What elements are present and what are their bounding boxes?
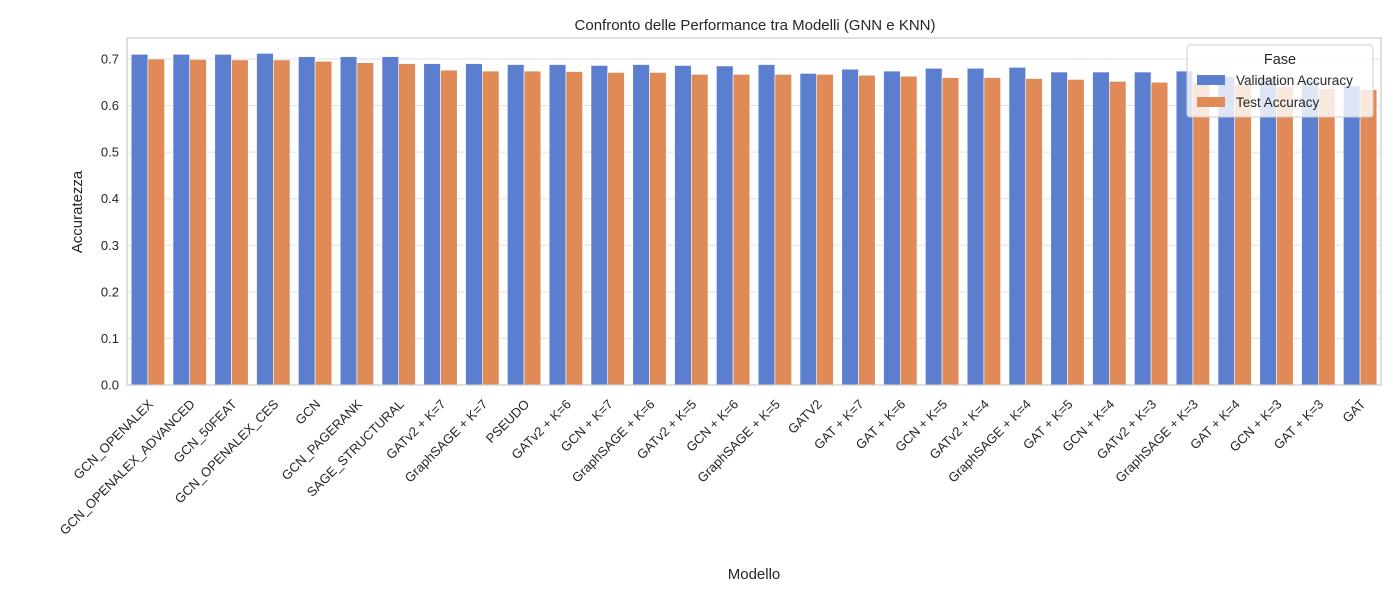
- test-accuracy-bar: [231, 59, 249, 386]
- y-tick-labels: 0.0 0.1 0.2 0.3 0.4 0.5 0.6 0.7: [101, 51, 119, 392]
- x-tick-label: GraphSAGE + K=5: [694, 397, 783, 486]
- validation-accuracy-bar: [1008, 67, 1026, 386]
- y-tick-label: 0.3: [101, 238, 119, 253]
- chart-title: Confronto delle Performance tra Modelli …: [575, 17, 936, 34]
- x-tick-label: GCN: [292, 397, 323, 428]
- validation-accuracy-bar: [298, 56, 316, 386]
- validation-accuracy-bar: [465, 63, 483, 386]
- test-accuracy-bar: [1234, 84, 1252, 386]
- validation-accuracy-bar: [256, 53, 274, 386]
- validation-accuracy-bar: [172, 54, 190, 386]
- validation-accuracy-bar: [130, 54, 149, 386]
- validation-accuracy-bar: [548, 64, 567, 386]
- bar-layer: [130, 53, 1378, 386]
- test-accuracy-bar: [1276, 86, 1294, 386]
- test-accuracy-bar: [1109, 81, 1127, 386]
- validation-accuracy-bar: [507, 64, 525, 386]
- legend-swatch-validation: [1197, 75, 1225, 85]
- validation-accuracy-bar: [1343, 85, 1361, 386]
- test-accuracy-bar: [481, 70, 500, 386]
- test-accuracy-bar: [774, 74, 792, 386]
- y-axis-title: Accuratezza: [69, 170, 86, 253]
- plot-frame: [126, 37, 1382, 386]
- test-accuracy-bar: [1318, 88, 1336, 386]
- validation-accuracy-bar: [925, 67, 943, 386]
- x-tick-label: GATV2: [785, 397, 825, 437]
- validation-accuracy-bar: [1175, 70, 1194, 386]
- legend-title: Fase: [1264, 52, 1296, 68]
- validation-accuracy-bar: [1301, 79, 1319, 386]
- x-axis-title: Modello: [728, 566, 781, 583]
- x-tick-label: GAT: [1339, 396, 1368, 425]
- x-tick-label: GraphSAGE + K=7: [402, 397, 491, 486]
- legend-swatch-test: [1197, 97, 1225, 107]
- test-accuracy-bar: [649, 72, 667, 386]
- y-tick-label: 0.0: [101, 378, 119, 393]
- y-tick-label: 0.5: [101, 145, 119, 160]
- validation-accuracy-bar: [381, 56, 400, 386]
- test-accuracy-bar: [1025, 78, 1043, 386]
- y-tick-label: 0.2: [101, 284, 119, 299]
- validation-accuracy-bar: [799, 73, 817, 386]
- y-tick-label: 0.6: [101, 98, 119, 113]
- validation-accuracy-bar: [841, 68, 859, 386]
- test-accuracy-bar: [816, 74, 834, 386]
- test-accuracy-bar: [565, 71, 583, 386]
- validation-accuracy-bar: [674, 65, 692, 386]
- validation-accuracy-bar: [1092, 71, 1110, 386]
- test-accuracy-bar: [858, 74, 876, 386]
- validation-accuracy-bar: [1134, 71, 1152, 386]
- test-accuracy-bar: [983, 77, 1001, 386]
- y-tick-label: 0.1: [101, 331, 119, 346]
- test-accuracy-bar: [272, 59, 291, 386]
- validation-accuracy-bar: [757, 64, 776, 386]
- legend-box: [1186, 44, 1374, 118]
- validation-accuracy-bar: [423, 63, 441, 386]
- x-tick-labels: GCN_OPENALEXGCN_OPENALEX_ADVANCEDGCN_50F…: [57, 396, 1369, 537]
- test-accuracy-bar: [189, 59, 207, 386]
- grid-layer: [127, 58, 1381, 386]
- test-accuracy-bar: [523, 70, 542, 386]
- test-accuracy-bar: [899, 75, 918, 386]
- legend-label-validation: Validation Accuracy: [1236, 73, 1353, 88]
- test-accuracy-bar: [440, 69, 458, 386]
- validation-accuracy-bar: [716, 65, 734, 386]
- test-accuracy-bar: [941, 77, 960, 386]
- y-tick-label: 0.7: [101, 51, 119, 66]
- validation-accuracy-bar: [1050, 71, 1068, 386]
- test-accuracy-bar: [1192, 82, 1210, 386]
- validation-accuracy-bar: [632, 64, 650, 386]
- test-accuracy-bar: [732, 74, 751, 386]
- test-accuracy-bar: [1067, 79, 1085, 386]
- test-accuracy-bar: [356, 62, 374, 386]
- legend: Fase Validation Accuracy Test Accuracy: [1186, 44, 1374, 118]
- validation-accuracy-bar: [1259, 78, 1277, 386]
- validation-accuracy-bar: [883, 70, 901, 386]
- validation-accuracy-bar: [1217, 76, 1235, 386]
- test-accuracy-bar: [690, 74, 709, 386]
- test-accuracy-bar: [1359, 89, 1378, 386]
- test-accuracy-bar: [607, 72, 625, 386]
- test-accuracy-bar: [147, 58, 165, 386]
- validation-accuracy-bar: [590, 65, 608, 386]
- test-accuracy-bar: [398, 63, 416, 386]
- validation-accuracy-bar: [966, 67, 985, 386]
- validation-accuracy-bar: [214, 54, 232, 386]
- test-accuracy-bar: [1150, 81, 1169, 386]
- validation-accuracy-bar: [339, 56, 358, 386]
- y-tick-label: 0.4: [101, 191, 119, 206]
- legend-label-test: Test Accuracy: [1236, 95, 1320, 110]
- test-accuracy-bar: [314, 60, 333, 386]
